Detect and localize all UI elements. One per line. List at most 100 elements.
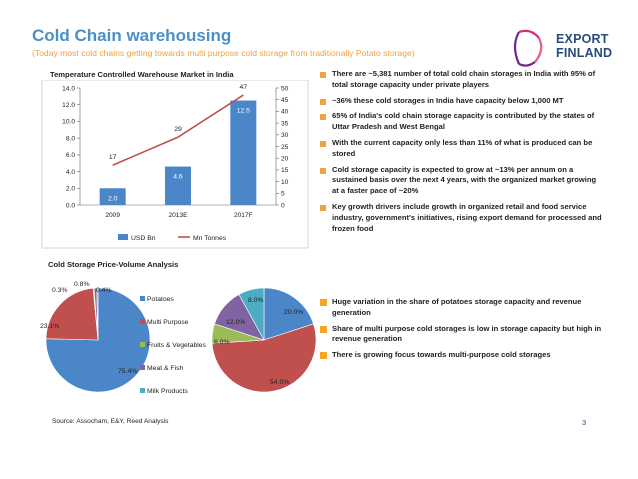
bar-2009 [99,188,126,205]
pie-capacity-label: 0.3% [52,287,68,294]
market-chart: 0.0 2.0 4.0 6.0 8.0 10.0 12.0 14.0 0 5 10 15 20 25 30 3… [41,80,309,249]
pie-capacity-slice [96,287,99,341]
y-tick-label: 12.0 [62,102,75,109]
page-title: Cold Chain warehousing [32,26,232,45]
price-volume-chart: 75.4% 23.1% 0.3% 0.8% 0.4% Potatoes Multi Purp… [40,281,317,395]
pie-capacity-label: 0.4% [96,287,112,294]
bullet-square-icon [320,352,327,360]
line-series-mn-tonnes [112,94,244,166]
bar-value-label: 2.0 [108,195,118,202]
market-chart-title: Temperature Controlled Warehouse Market … [50,70,234,79]
legend-label: Fruits & Vegetables [147,342,207,349]
bullet-square-icon [320,299,327,306]
pie-capacity-label: 23.1% [40,323,59,330]
y2-tick-label: 25 [281,144,289,151]
y2-tick-label: 0 [281,202,285,209]
line-value-label: 29 [174,126,182,133]
bullet-item: There are ~5,381 number of total cold ch… [319,69,604,91]
y-tick-label: 14.0 [62,85,75,92]
pie-capacity-label: 75.4% [118,368,137,375]
bar-value-label: 12.5 [237,108,250,115]
bullet-square-icon [320,98,326,105]
bullet-item: Key growth drivers include growth in org… [319,202,604,234]
logo-mark-icon [513,29,543,67]
legend-label: Multi Purpose [147,319,189,326]
bullet-item: Huge variation in the share of potatoes … [319,297,604,319]
bullet-square-icon [320,140,326,147]
price-volume-chart-title: Cold Storage Price-Volume Analysis [48,260,179,269]
page-subtitle: (Today most cold chains getting towards … [32,48,415,58]
legend-swatch [140,388,145,393]
legend-label: Milk Products [147,388,188,395]
pie-revenue-label: 20.0% [284,309,303,316]
analysis-panel: Huge variation in the share of potatoes … [319,297,604,366]
bar-2017F [230,100,257,205]
bullet-text: With the current capacity only less than… [332,137,593,158]
bullet-text: ~36% these cold storages in India have c… [332,95,564,105]
bullet-square-icon [320,167,326,174]
pie-revenue-label: 6.0% [214,339,230,346]
y-tick-label: 8.0 [66,135,75,142]
chart-frame [41,80,309,249]
x-tick-label: 2009 [105,212,120,219]
pie-revenue-slice [211,323,317,393]
y2-tick-label: 10 [281,179,289,186]
bar-2013E [165,166,191,205]
legend-swatch [140,342,145,347]
pie-revenue-slice [238,287,265,341]
line-value-label: 17 [109,154,117,161]
legend-swatch-usd [118,234,128,240]
y2-tick-label: 30 [281,132,289,139]
legend-label: Potatoes [147,296,174,303]
y-tick-label: 6.0 [66,152,75,159]
y2-tick-label: 35 [281,120,289,127]
bullet-text: Share of multi purpose cold storages is … [332,323,602,344]
y-tick-label: 0.0 [66,202,75,209]
y2-tick-label: 50 [281,85,289,92]
y2-tick-label: 40 [281,109,289,116]
pie-revenue-label: 8.0% [248,297,264,304]
legend-swatch [140,319,145,324]
bullet-text: 65% of India's cold chain storage capaci… [332,111,595,132]
bullet-text: Cold storage capacity is expected to gro… [332,164,597,196]
bullet-square-icon [320,72,326,78]
logo-text-export: EXPORT [556,32,609,46]
y-tick-label: 2.0 [66,186,75,193]
legend-swatch [140,296,145,301]
pie-revenue-label: 54.0% [270,379,289,386]
y2-tick-label: 5 [281,191,285,198]
bullet-item: ~36% these cold storages in India have c… [319,96,604,107]
bullet-text: Huge variation in the share of potatoes … [332,297,582,317]
key-facts-panel: There are ~5,381 number of total cold ch… [319,69,604,239]
export-finland-logo: EXPORT FINLAND [505,24,615,70]
bullet-text: There is growing focus towards multi-pur… [332,350,551,360]
logo-text-finland: FINLAND [556,46,613,60]
x-tick-label: 2013E [168,212,188,219]
pie-capacity-slice [45,287,99,341]
y2-tick-label: 20 [281,156,289,163]
bullet-text: There are ~5,381 number of total cold ch… [332,69,596,89]
x-tick-label: 2017F [234,212,253,219]
page-number: 3 [582,418,587,427]
bullet-item: With the current capacity only less than… [319,138,604,160]
bullet-text: Key growth drivers include growth in org… [332,201,602,233]
bullet-item: Share of multi purpose cold storages is … [319,324,604,346]
bullet-square-icon [320,204,326,211]
legend-swatch [140,365,145,370]
pie-revenue-label: 12.0% [226,319,245,326]
bar-value-label: 4.6 [173,174,183,181]
y-tick-label: 4.0 [66,169,75,176]
bullet-square-icon [320,114,326,121]
line-value-label: 47 [240,84,248,91]
pie-revenue-slice [263,287,314,341]
legend-label-tonnes: Mn Tonnes [193,235,227,242]
legend-label-usd: USD Bn [131,235,156,242]
bullet-square-icon [320,325,327,333]
bullet-item: Cold storage capacity is expected to gro… [319,165,604,197]
y2-tick-label: 45 [281,97,289,104]
pie-capacity-slice [45,287,151,393]
bullet-item: 65% of India's cold chain storage capaci… [319,111,604,133]
source-note: Source: Assocham, E&Y, Reed Analysis [52,418,169,425]
y-tick-label: 10.0 [62,119,75,126]
legend-label: Meat & Fish [147,365,183,372]
